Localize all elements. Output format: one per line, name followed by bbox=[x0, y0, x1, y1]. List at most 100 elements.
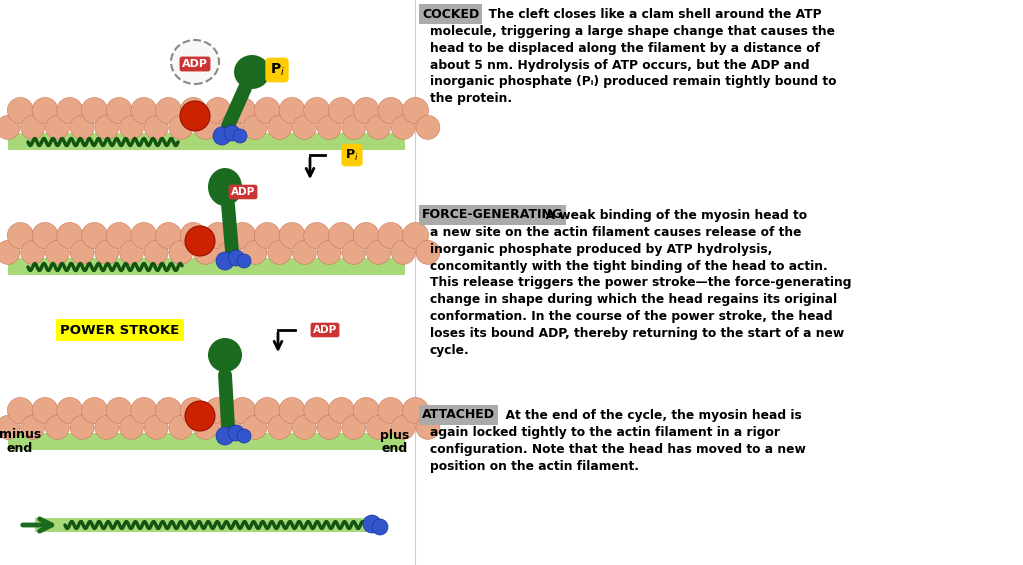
Circle shape bbox=[20, 415, 45, 440]
Text: The cleft closes like a clam shell around the ATP: The cleft closes like a clam shell aroun… bbox=[480, 7, 821, 20]
Circle shape bbox=[131, 223, 157, 249]
Circle shape bbox=[402, 398, 429, 424]
Circle shape bbox=[377, 223, 404, 249]
Circle shape bbox=[353, 98, 380, 124]
Circle shape bbox=[193, 115, 218, 140]
Circle shape bbox=[185, 401, 215, 431]
Circle shape bbox=[180, 101, 210, 131]
Text: POWER STROKE: POWER STROKE bbox=[60, 324, 180, 337]
Ellipse shape bbox=[171, 40, 219, 84]
Text: ADP: ADP bbox=[182, 59, 208, 69]
Circle shape bbox=[416, 115, 440, 140]
Circle shape bbox=[255, 98, 280, 124]
Circle shape bbox=[416, 415, 440, 440]
Circle shape bbox=[32, 398, 58, 424]
Circle shape bbox=[56, 398, 83, 424]
Circle shape bbox=[268, 241, 292, 264]
Circle shape bbox=[317, 415, 341, 440]
Circle shape bbox=[56, 223, 83, 249]
Circle shape bbox=[180, 98, 207, 124]
Circle shape bbox=[7, 398, 34, 424]
Circle shape bbox=[342, 241, 366, 264]
Text: molecule, triggering a large shape change that causes the
head to be displaced a: molecule, triggering a large shape chang… bbox=[430, 25, 837, 105]
Circle shape bbox=[120, 415, 143, 440]
Circle shape bbox=[185, 226, 215, 256]
Text: a new site on the actin filament causes release of the
inorganic phosphate produ: a new site on the actin filament causes … bbox=[430, 226, 851, 357]
Circle shape bbox=[155, 98, 181, 124]
Circle shape bbox=[328, 223, 354, 249]
Circle shape bbox=[144, 415, 168, 440]
Bar bbox=[8, 133, 405, 150]
Circle shape bbox=[82, 98, 107, 124]
Circle shape bbox=[144, 241, 168, 264]
Circle shape bbox=[216, 252, 234, 270]
Circle shape bbox=[229, 98, 256, 124]
Circle shape bbox=[243, 115, 267, 140]
Circle shape bbox=[0, 415, 20, 440]
Circle shape bbox=[317, 241, 341, 264]
Circle shape bbox=[342, 415, 366, 440]
Circle shape bbox=[377, 98, 404, 124]
Circle shape bbox=[180, 398, 207, 424]
Circle shape bbox=[268, 415, 292, 440]
Circle shape bbox=[82, 223, 107, 249]
Circle shape bbox=[144, 115, 168, 140]
Circle shape bbox=[71, 115, 94, 140]
Circle shape bbox=[82, 398, 107, 424]
Circle shape bbox=[402, 98, 429, 124]
Circle shape bbox=[7, 98, 34, 124]
Circle shape bbox=[0, 241, 20, 264]
Circle shape bbox=[120, 241, 143, 264]
Circle shape bbox=[218, 241, 242, 264]
Circle shape bbox=[279, 223, 305, 249]
Circle shape bbox=[279, 98, 305, 124]
Circle shape bbox=[169, 115, 193, 140]
Ellipse shape bbox=[208, 168, 242, 206]
Circle shape bbox=[328, 398, 354, 424]
Text: again locked tightly to the actin filament in a rigor
configuration. Note that t: again locked tightly to the actin filame… bbox=[430, 426, 806, 472]
Circle shape bbox=[342, 115, 366, 140]
Ellipse shape bbox=[234, 55, 270, 89]
Circle shape bbox=[363, 515, 381, 533]
Text: P$_i$: P$_i$ bbox=[345, 147, 359, 163]
Circle shape bbox=[205, 223, 231, 249]
Text: A weak binding of the myosin head to: A weak binding of the myosin head to bbox=[537, 208, 807, 221]
Bar bbox=[8, 258, 405, 275]
Text: FORCE-GENERATING: FORCE-GENERATING bbox=[422, 208, 563, 221]
Circle shape bbox=[377, 398, 404, 424]
Circle shape bbox=[71, 415, 94, 440]
Circle shape bbox=[169, 415, 193, 440]
Circle shape bbox=[268, 115, 292, 140]
Circle shape bbox=[106, 398, 132, 424]
Circle shape bbox=[255, 398, 280, 424]
Text: P$_i$: P$_i$ bbox=[269, 62, 284, 78]
Circle shape bbox=[243, 241, 267, 264]
Circle shape bbox=[228, 425, 244, 441]
Text: COCKED: COCKED bbox=[422, 7, 479, 20]
Circle shape bbox=[120, 115, 143, 140]
Circle shape bbox=[155, 398, 181, 424]
Circle shape bbox=[293, 241, 316, 264]
Bar bbox=[35, 518, 375, 532]
Circle shape bbox=[233, 129, 247, 143]
Text: ATTACHED: ATTACHED bbox=[422, 408, 495, 421]
Circle shape bbox=[391, 241, 415, 264]
Circle shape bbox=[293, 415, 316, 440]
Circle shape bbox=[218, 115, 242, 140]
Circle shape bbox=[155, 223, 181, 249]
Circle shape bbox=[391, 115, 415, 140]
Circle shape bbox=[304, 398, 329, 424]
Circle shape bbox=[228, 250, 244, 266]
Circle shape bbox=[255, 223, 280, 249]
Circle shape bbox=[45, 415, 70, 440]
Circle shape bbox=[205, 98, 231, 124]
Circle shape bbox=[372, 519, 388, 535]
Circle shape bbox=[45, 115, 70, 140]
Circle shape bbox=[304, 98, 329, 124]
Circle shape bbox=[32, 98, 58, 124]
Circle shape bbox=[95, 415, 119, 440]
Text: plus
end: plus end bbox=[381, 428, 409, 455]
Circle shape bbox=[353, 223, 380, 249]
Ellipse shape bbox=[208, 338, 242, 372]
Bar bbox=[8, 433, 405, 450]
